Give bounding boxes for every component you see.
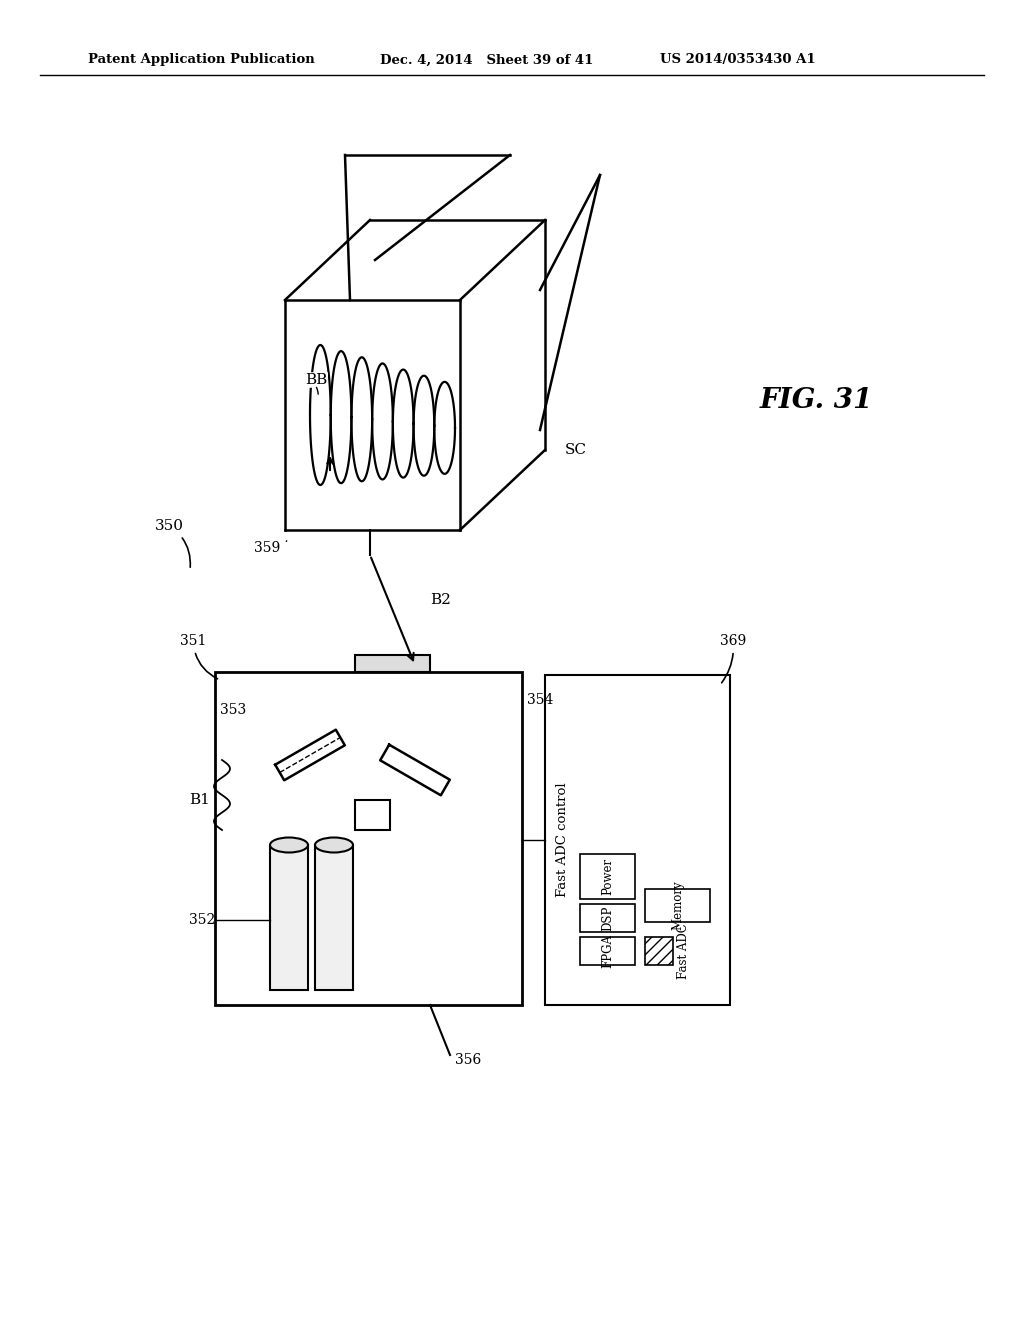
Ellipse shape (270, 837, 308, 853)
Bar (355, 800, 390, 830)
Bar (270, 845, 308, 990)
Text: Fast ADC: Fast ADC (677, 923, 690, 979)
Text: 353: 353 (220, 704, 246, 717)
Text: 351: 351 (180, 634, 217, 678)
Text: FIG. 31: FIG. 31 (760, 387, 873, 413)
Text: 354: 354 (527, 693, 553, 708)
Bar (580, 854, 635, 899)
Text: Patent Application Publication: Patent Application Publication (88, 54, 314, 66)
Text: Dec. 4, 2014   Sheet 39 of 41: Dec. 4, 2014 Sheet 39 of 41 (380, 54, 593, 66)
Text: Power: Power (601, 858, 614, 895)
Bar (215, 672, 522, 1005)
Text: SC: SC (565, 444, 587, 457)
Bar (355, 655, 430, 672)
Text: DSP: DSP (601, 906, 614, 931)
Text: BB: BB (305, 374, 328, 387)
Text: 352: 352 (188, 913, 215, 927)
Text: B1: B1 (189, 793, 210, 807)
Text: 350: 350 (155, 519, 190, 568)
Text: 369: 369 (720, 634, 746, 682)
Bar (645, 888, 710, 921)
Ellipse shape (315, 837, 353, 853)
Text: Memory: Memory (671, 880, 684, 931)
Text: B2: B2 (430, 593, 451, 607)
Bar (645, 937, 673, 965)
Bar (580, 904, 635, 932)
Bar (545, 675, 730, 1005)
Text: 359: 359 (254, 541, 280, 554)
Text: FPGA: FPGA (601, 935, 614, 968)
Bar (580, 937, 635, 965)
Text: US 2014/0353430 A1: US 2014/0353430 A1 (660, 54, 816, 66)
Text: 356: 356 (455, 1053, 481, 1067)
Text: Fast ADC control: Fast ADC control (556, 783, 569, 898)
Bar (315, 845, 353, 990)
